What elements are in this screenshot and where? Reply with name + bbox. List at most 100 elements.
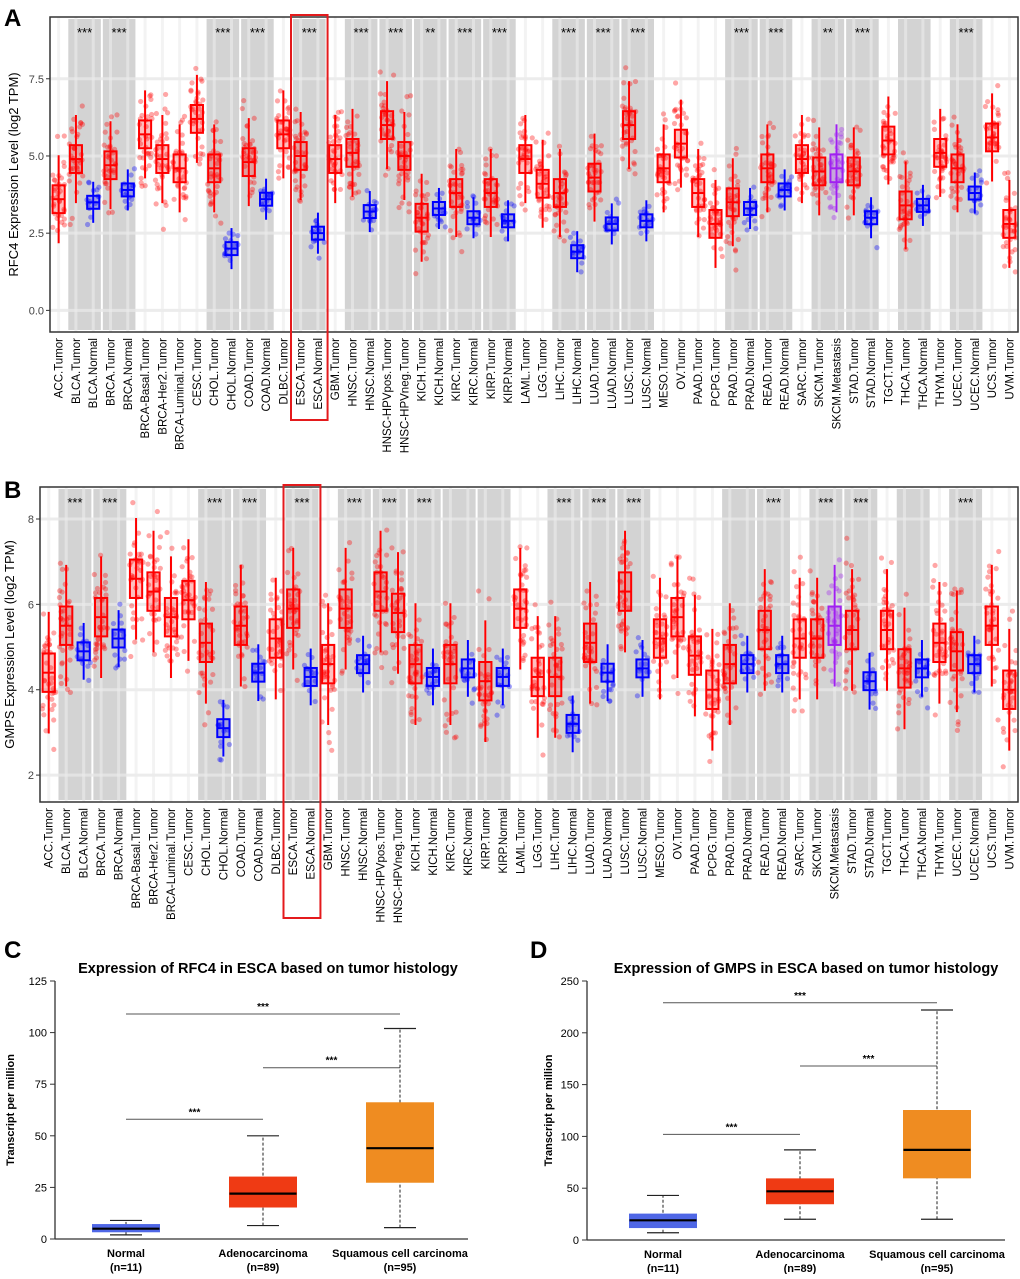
jitter-point (109, 209, 115, 215)
jitter-point (661, 612, 667, 618)
jitter-point (1003, 197, 1009, 203)
x-tick-label: BRCA-Her2.Tumor (157, 338, 169, 435)
jitter-point (408, 633, 414, 639)
jitter-point (377, 91, 384, 97)
x-tick-label: PCPG.Tumor (711, 338, 723, 407)
jitter-point (546, 207, 553, 213)
jitter-point (222, 236, 229, 242)
significance-band (483, 19, 516, 330)
jitter-point (482, 215, 488, 221)
jitter-point (957, 196, 963, 202)
jitter-point (791, 708, 797, 714)
jitter-point (925, 705, 931, 711)
jitter-point (941, 115, 947, 121)
significance-band (949, 489, 983, 800)
jitter-point (828, 667, 834, 673)
jitter-point (61, 216, 67, 222)
jitter-point (715, 631, 721, 638)
jitter-point (58, 680, 64, 687)
jitter-point (587, 146, 594, 152)
x-tick-label: ESCA.Tumor (296, 338, 308, 405)
significance-stars: *** (326, 1056, 338, 1067)
jitter-point (715, 211, 722, 217)
jitter-point (880, 164, 887, 170)
jitter-point (406, 112, 412, 118)
jitter-point (329, 747, 335, 753)
jitter-point (443, 639, 449, 645)
jitter-point (917, 213, 923, 220)
jitter-point (940, 175, 946, 181)
jitter-point (447, 163, 453, 169)
jitter-point (458, 171, 465, 177)
jitter-point (733, 151, 739, 157)
jitter-point (491, 199, 497, 205)
jitter-point (183, 193, 189, 200)
jitter-point (235, 232, 241, 239)
jitter-point (354, 113, 360, 119)
jitter-point (755, 670, 761, 676)
jitter-point (546, 153, 552, 159)
jitter-point (321, 603, 327, 609)
y-tick-label: 0.0 (29, 305, 44, 317)
jitter-point (658, 171, 664, 178)
jitter-point (181, 623, 187, 629)
jitter-point (130, 500, 136, 506)
jitter-point (371, 198, 377, 205)
jitter-point (355, 637, 361, 643)
jitter-point (48, 680, 54, 686)
jitter-point (848, 178, 854, 184)
y-tick-label: 100 (561, 1131, 579, 1143)
sample-size-label: (n=89) (247, 1262, 280, 1274)
jitter-point (345, 131, 351, 137)
significance-stars: *** (294, 495, 309, 510)
jitter-point (197, 150, 204, 157)
jitter-point (836, 139, 842, 146)
jitter-point (400, 549, 406, 555)
jitter-point (553, 222, 560, 228)
jitter-point (240, 136, 246, 142)
jitter-point (179, 117, 186, 123)
jitter-point (276, 175, 282, 181)
jitter-point (650, 573, 656, 579)
jitter-point (442, 224, 448, 230)
jitter-point (450, 235, 456, 241)
jitter-point (903, 591, 909, 597)
jitter-point (423, 256, 430, 262)
jitter-point (495, 699, 501, 705)
jitter-point (812, 145, 819, 152)
jitter-point (329, 706, 335, 712)
jitter-point (396, 173, 402, 179)
jitter-point (542, 206, 549, 213)
jitter-point (102, 179, 108, 185)
jitter-point (51, 746, 57, 753)
jitter-point (283, 137, 290, 143)
jitter-point (179, 132, 185, 138)
jitter-point (117, 601, 123, 607)
jitter-point (767, 593, 773, 599)
jitter-point (978, 177, 984, 183)
jitter-point (843, 560, 849, 566)
x-tick-label: MESO.Tumor (655, 808, 667, 878)
jitter-point (791, 569, 797, 575)
jitter-point (906, 210, 912, 217)
x-tick-label: BLCA.Normal (88, 338, 100, 408)
jitter-point (157, 534, 164, 540)
jitter-point (534, 164, 540, 170)
x-tick-label: STAD.Normal (865, 808, 877, 878)
jitter-point (40, 611, 47, 617)
jitter-point (513, 555, 519, 562)
jitter-point (811, 599, 817, 605)
jitter-point (379, 664, 385, 671)
jitter-point (365, 680, 371, 686)
jitter-point (181, 113, 188, 119)
jitter-point (405, 174, 411, 181)
jitter-point (900, 221, 906, 228)
jitter-point (447, 228, 453, 234)
x-tick-label: UCS.Tumor (987, 808, 999, 868)
jitter-point (67, 689, 74, 695)
jitter-point (959, 676, 965, 682)
y-tick-label: 75 (35, 1079, 47, 1091)
jitter-point (295, 632, 301, 638)
jitter-point (232, 582, 239, 589)
jitter-point (719, 253, 725, 260)
